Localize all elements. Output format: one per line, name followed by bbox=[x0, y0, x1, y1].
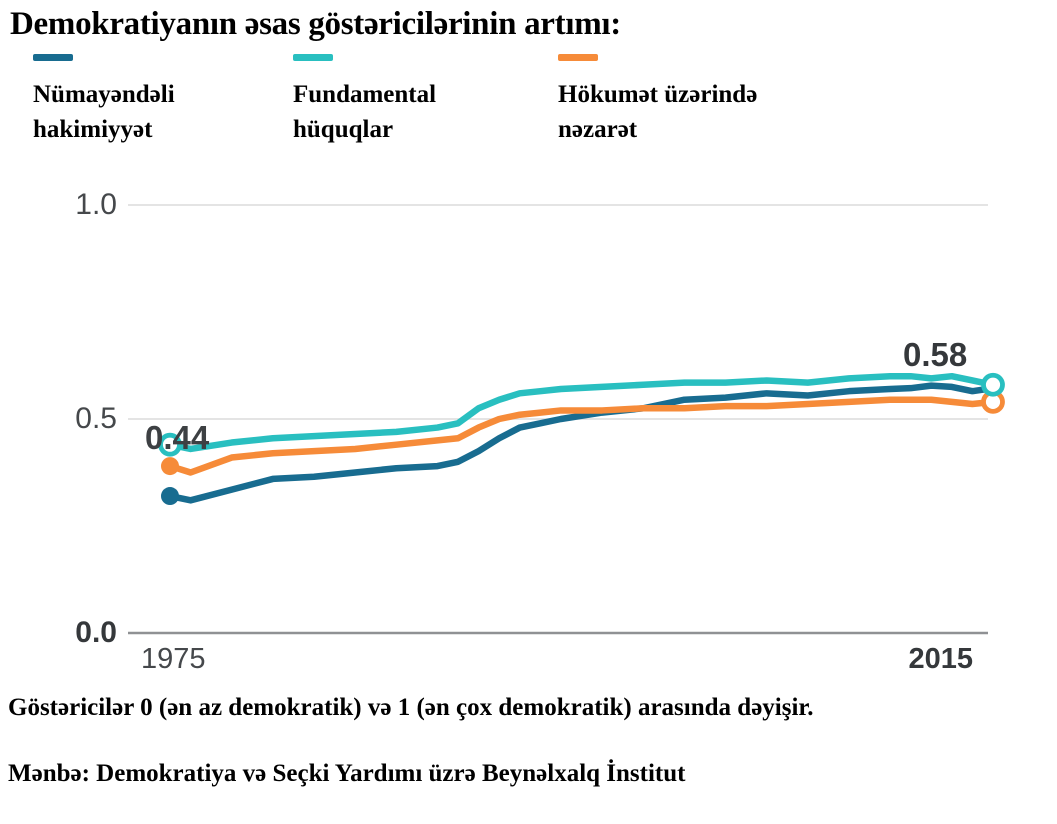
line-chart: 1.0 0.5 0.0 1975 2015 0.44 0.58 bbox=[0, 185, 1057, 690]
y-tick-0: 0.0 bbox=[75, 616, 117, 649]
x-tick-2015: 2015 bbox=[908, 643, 973, 675]
source-line: Mənbə: Demokratiya və Seçki Yardımı üzrə… bbox=[8, 760, 686, 787]
legend-label-fundamental-rights: Fundamental hüquqlar bbox=[293, 81, 437, 143]
legend-swatch-representative-government bbox=[33, 54, 73, 61]
start-value-label: 0.44 bbox=[145, 419, 210, 456]
legend-label-checks-on-government: Hökumət üzərində nəzarət bbox=[558, 81, 758, 143]
footnote: Göstəricilər 0 (ən az demokratik) və 1 (… bbox=[8, 694, 814, 721]
legend-swatch-checks-on-government bbox=[558, 54, 598, 61]
legend-item-fundamental-rights: Fundamental hüquqlar bbox=[293, 54, 436, 147]
legend-swatch-fundamental-rights bbox=[293, 54, 333, 61]
y-tick-1: 1.0 bbox=[75, 188, 117, 221]
x-tick-1975: 1975 bbox=[141, 643, 206, 675]
y-tick-0-5: 0.5 bbox=[75, 402, 117, 435]
legend-label-representative-government: Nümayəndəli hakimiyyət bbox=[33, 81, 175, 143]
page-title: Demokratiyanın əsas göstəricilərinin art… bbox=[10, 6, 621, 42]
legend-item-representative-government: Nümayəndəli hakimiyyət bbox=[33, 54, 175, 147]
end-value-label: 0.58 bbox=[903, 336, 968, 373]
legend-item-checks-on-government: Hökumət üzərində nəzarət bbox=[558, 54, 757, 147]
plot-area bbox=[128, 204, 1005, 635]
